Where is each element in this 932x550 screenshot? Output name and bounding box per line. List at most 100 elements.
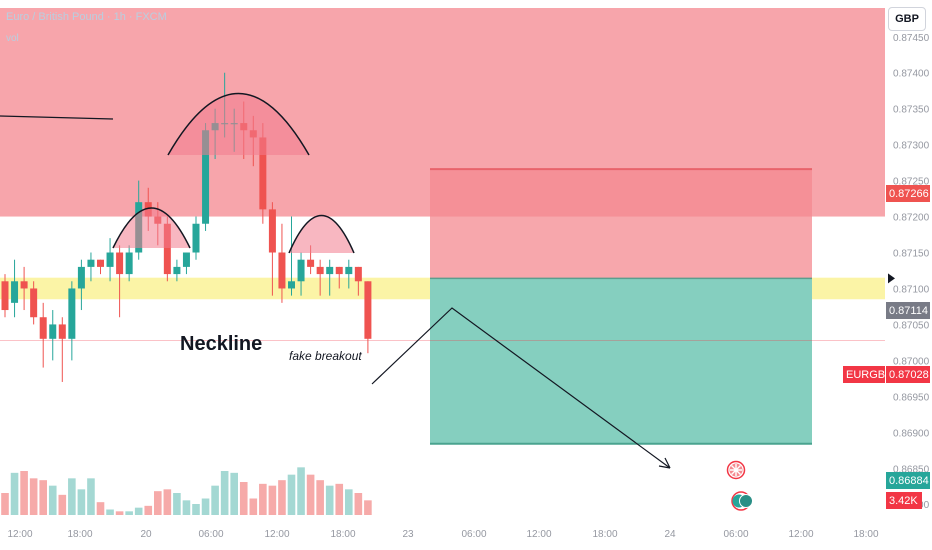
time-tick-label: 12:00 [7, 529, 32, 540]
candle-body [278, 252, 286, 289]
flag-eu-icon [731, 491, 753, 511]
candle-body [297, 259, 305, 282]
price-tick-label: 0.87250 [893, 177, 930, 188]
last-price-badge: 0.87028 [886, 366, 930, 383]
fake-breakout-label: fake breakout [289, 349, 362, 363]
price-tick-label: 0.87350 [893, 105, 930, 116]
volume-bar [259, 483, 267, 515]
flag-gb-icon [726, 460, 746, 480]
time-tick-label: 18:00 [330, 529, 355, 540]
symbol-badge: EURGBP [843, 366, 892, 383]
volume-bar [354, 493, 363, 515]
volume-bar [39, 480, 47, 515]
volume-bar [220, 471, 229, 515]
candle-body [259, 137, 267, 210]
symbol-title[interactable]: Euro / British Pound · 1h · FXCM [6, 11, 167, 23]
candle-body [11, 281, 19, 303]
price-tick-label: 0.86850 [893, 464, 930, 475]
arrow-head [658, 457, 671, 469]
candle-body [58, 324, 66, 339]
candle-body [335, 266, 343, 275]
volume-bar [192, 504, 200, 515]
candle-body [30, 288, 38, 318]
price-tick-label: 0.87000 [893, 356, 930, 367]
volume-bar [87, 478, 95, 515]
candle-body [316, 266, 324, 275]
volume-bar [106, 509, 114, 515]
currency-button[interactable]: GBP [888, 7, 926, 31]
volume-bar [297, 467, 305, 515]
candle-body [202, 130, 210, 224]
price-tick-label: 0.87300 [893, 141, 930, 152]
price-tick-label: 0.87150 [893, 249, 930, 260]
volume-bar [335, 483, 344, 515]
volume-bar [20, 471, 28, 515]
candle-body [307, 259, 315, 267]
volume-bar [154, 491, 162, 515]
stop-loss-zone [430, 169, 812, 279]
candle-body [354, 266, 362, 282]
left-shoulder-arc [112, 207, 191, 249]
volume-bar [230, 472, 238, 515]
candle-body [87, 259, 95, 267]
time-tick-label: 18:00 [592, 529, 617, 540]
volume-bar [58, 494, 67, 515]
time-tick-label: 24 [664, 529, 676, 540]
volume-legend: vol [6, 33, 19, 44]
candle-body [163, 223, 171, 275]
candle-body [77, 266, 85, 289]
price-tick-label: 0.86900 [893, 428, 930, 439]
volume-bar [239, 482, 248, 515]
volume-bar [345, 489, 353, 515]
price-tick-label: 0.87200 [893, 213, 930, 224]
neckline-label: Neckline [180, 333, 263, 355]
price-tick-label: 0.87100 [893, 284, 930, 295]
time-tick-label: 06:00 [461, 529, 486, 540]
volume-bar [48, 485, 57, 515]
volume-bar [77, 489, 86, 515]
volume-bar [96, 502, 105, 515]
candle-body [182, 252, 190, 267]
volume-bar [287, 474, 296, 515]
stop-price-badge: 0.87266 [886, 185, 930, 202]
time-tick-label: 12:00 [788, 529, 813, 540]
candle-body [97, 259, 104, 267]
volume-bar [173, 493, 181, 515]
candle-body [49, 324, 57, 339]
volume-bar [211, 485, 219, 515]
candle-body [68, 288, 76, 339]
candle-body [268, 209, 276, 253]
entry-price-badge: 0.87114 [886, 302, 930, 319]
volume-bar [115, 511, 124, 515]
price-tick-label: 0.87400 [893, 69, 930, 80]
volume-bar [182, 500, 191, 515]
trend-line [0, 115, 114, 120]
candle-body [345, 266, 353, 275]
entry-marker-icon [888, 273, 895, 284]
volume-bar [144, 505, 153, 515]
volume-bar [10, 472, 19, 515]
time-tick-label: 23 [402, 529, 414, 540]
candle-body [106, 252, 114, 267]
candle-body [173, 266, 181, 275]
volume-bar [325, 485, 334, 515]
candle-body [288, 281, 295, 289]
volume-bar [364, 500, 372, 515]
right-shoulder-arc [288, 214, 355, 254]
take-profit-zone [430, 278, 812, 444]
volume-bar [278, 480, 286, 515]
price-tick-label: 0.87050 [893, 320, 930, 331]
price-tick-label: 0.87450 [893, 33, 930, 44]
volume-bar [1, 493, 9, 515]
time-tick-label: 12:00 [264, 529, 289, 540]
projection-path [371, 307, 671, 469]
candle-body [192, 223, 200, 253]
candle-body [1, 281, 9, 311]
volume-bar [201, 498, 210, 515]
target-price-badge: 0.86884 [886, 472, 930, 489]
volume-bar [316, 480, 324, 515]
candle-body [364, 281, 372, 339]
volume-bar [29, 478, 38, 515]
